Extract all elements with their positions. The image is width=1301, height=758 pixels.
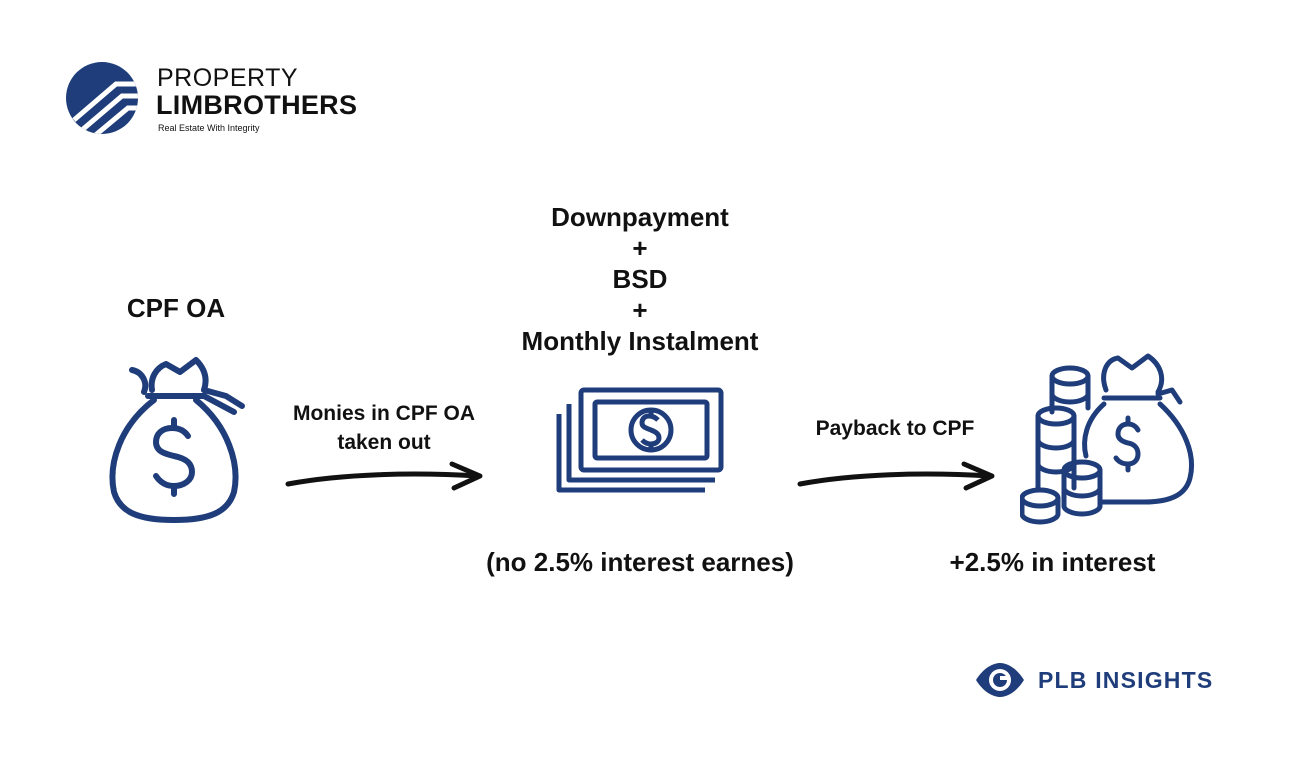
arrow1-label: Monies in CPF OA taken out bbox=[256, 399, 512, 457]
eye-icon bbox=[976, 663, 1024, 697]
brand-name-line1: PROPERTY bbox=[157, 64, 299, 92]
brand-name-line2: LIMBROTHERS bbox=[156, 90, 358, 120]
plb-insights-label: PLB INSIGHTS bbox=[1038, 666, 1214, 693]
cpf-oa-label: CPF OA bbox=[126, 293, 226, 323]
interest-note: +2.5% in interest bbox=[949, 547, 1156, 577]
no-interest-note: (no 2.5% interest earnes) bbox=[486, 547, 794, 577]
arrow-right-icon bbox=[797, 461, 995, 491]
brand-tagline: Real Estate With Integrity bbox=[158, 123, 260, 133]
payments-list: Downpayment + BSD + Monthly Instalment bbox=[460, 202, 820, 357]
payment-downpayment: Downpayment bbox=[551, 202, 729, 232]
payment-bsd: BSD bbox=[612, 264, 668, 294]
cash-stack-icon bbox=[556, 387, 724, 493]
arrow2-label: Payback to CPF bbox=[815, 417, 975, 440]
arrow1-label-line2: taken out bbox=[337, 431, 431, 454]
coins-money-bag-icon bbox=[1020, 353, 1194, 525]
property-limbrothers-logo-icon bbox=[66, 62, 138, 134]
payment-plus-1: + bbox=[632, 233, 648, 263]
plb-insights-logo: PLB INSIGHTS bbox=[974, 660, 1244, 700]
arrow1-label-line1: Monies in CPF OA bbox=[292, 402, 475, 425]
payment-monthly-instalment: Monthly Instalment bbox=[521, 326, 759, 356]
arrow-right-icon bbox=[285, 461, 483, 491]
money-bag-icon bbox=[109, 357, 245, 523]
payment-plus-2: + bbox=[632, 295, 648, 325]
